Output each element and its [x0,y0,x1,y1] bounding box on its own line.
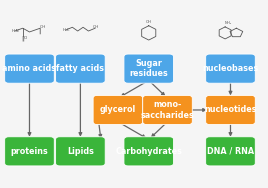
FancyBboxPatch shape [93,96,143,125]
FancyBboxPatch shape [143,96,192,125]
Text: nucleobases: nucleobases [202,64,259,73]
FancyBboxPatch shape [206,54,255,83]
Text: glycerol: glycerol [100,105,136,114]
Text: Carbohydrates: Carbohydrates [115,147,182,156]
FancyBboxPatch shape [5,54,54,83]
Text: nucleotides: nucleotides [204,105,257,114]
Text: amino acids: amino acids [2,64,57,73]
FancyBboxPatch shape [55,54,105,83]
Text: OH: OH [92,25,99,29]
FancyBboxPatch shape [206,137,255,166]
Text: O: O [24,36,27,40]
Text: H₂N: H₂N [12,29,20,33]
Text: OH: OH [146,20,152,24]
Text: Lipids: Lipids [67,147,94,156]
Text: fatty acids: fatty acids [56,64,105,73]
FancyBboxPatch shape [124,54,174,83]
Text: Sugar
residues: Sugar residues [129,59,168,78]
Text: ‖: ‖ [21,36,24,41]
Text: NH₂: NH₂ [224,21,232,25]
Text: proteins: proteins [11,147,48,156]
FancyBboxPatch shape [206,96,255,125]
Text: H₃C: H₃C [63,28,70,32]
FancyBboxPatch shape [124,137,174,166]
Text: DNA / RNA: DNA / RNA [207,147,254,156]
FancyBboxPatch shape [5,137,54,166]
Text: mono-
saccharides: mono- saccharides [141,100,194,120]
FancyBboxPatch shape [55,137,105,166]
Text: OH: OH [40,25,46,29]
